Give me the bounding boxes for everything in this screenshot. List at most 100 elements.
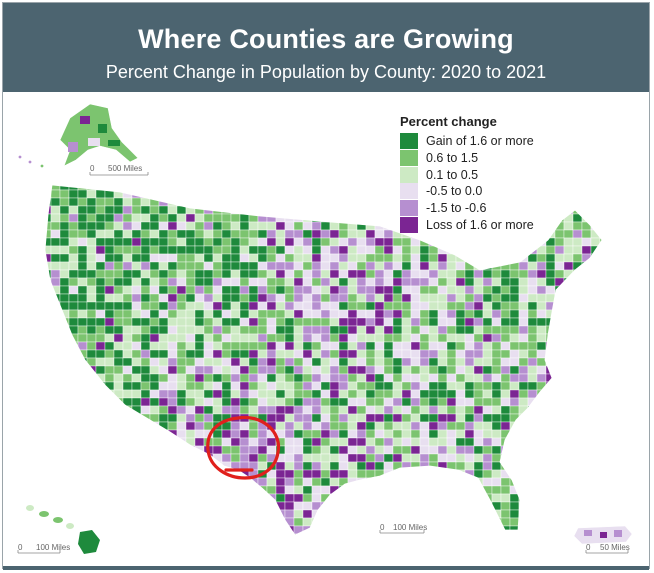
county-cell (428, 429, 439, 439)
county-cell (185, 453, 196, 463)
county-cell (113, 301, 124, 311)
county-cell (509, 397, 520, 407)
county-cell (329, 501, 340, 511)
county-cell (473, 245, 484, 255)
county-cell (581, 501, 592, 511)
county-cell (518, 501, 529, 511)
county-cell (122, 477, 133, 487)
county-cell (437, 453, 448, 463)
county-cell (464, 477, 475, 487)
county-cell (419, 493, 430, 503)
county-cell (618, 422, 627, 430)
county-cell (320, 437, 331, 447)
county-cell (293, 461, 304, 471)
county-cell (320, 453, 331, 463)
county-cell (347, 389, 358, 399)
county-cell (455, 413, 466, 423)
county-cell (410, 453, 421, 463)
county-cell (464, 501, 475, 511)
county-cell (122, 413, 133, 423)
county-cell (581, 445, 592, 455)
county-cell (401, 453, 412, 463)
county-cell (113, 365, 124, 375)
county-cell (185, 197, 196, 207)
county-cell (311, 205, 322, 215)
county-cell (356, 205, 367, 215)
county-cell (590, 197, 601, 207)
county-cell (68, 269, 79, 279)
alaska-inset (18, 103, 139, 168)
county-cell (266, 213, 277, 223)
county-cell (302, 357, 313, 367)
county-cell (203, 185, 214, 191)
county-cell (536, 253, 547, 263)
county-cell (95, 245, 106, 255)
county-cell (473, 485, 484, 495)
county-cell (590, 309, 601, 319)
county-cell (473, 285, 484, 295)
county-cell (194, 437, 205, 447)
county-cell (257, 397, 268, 407)
county-cell (356, 413, 367, 423)
county-cell (563, 493, 574, 503)
county-cell (239, 277, 250, 287)
county-cell (609, 230, 618, 238)
county-cell (473, 293, 484, 303)
county-cell (266, 309, 277, 319)
county-cell (536, 413, 547, 423)
county-cell (221, 189, 232, 199)
county-cell (167, 445, 178, 455)
county-cell (446, 349, 457, 359)
county-cell (212, 221, 223, 231)
county-cell (500, 309, 511, 319)
county-cell (311, 357, 322, 367)
county-cell (95, 269, 106, 279)
county-cell (158, 189, 169, 199)
county-cell (221, 437, 232, 447)
county-cell (59, 269, 70, 279)
county-cell (122, 309, 133, 319)
county-cell (50, 389, 61, 399)
county-cell (356, 197, 367, 207)
county-cell (320, 237, 331, 247)
county-cell (618, 318, 627, 326)
county-cell (545, 429, 556, 439)
county-cell (176, 485, 187, 495)
county-cell (599, 213, 602, 223)
county-cell (50, 421, 61, 431)
county-cell (374, 381, 385, 391)
county-cell (329, 357, 340, 367)
county-cell (68, 245, 79, 255)
legend-swatch (400, 200, 418, 217)
county-cell (446, 517, 457, 527)
county-cell (45, 293, 52, 303)
county-cell (293, 285, 304, 295)
county-cell (284, 509, 295, 519)
county-cell (320, 253, 331, 263)
county-cell (338, 373, 349, 383)
county-cell (329, 245, 340, 255)
county-cell (230, 525, 241, 535)
county-cell (131, 245, 142, 255)
county-cell (455, 381, 466, 391)
county-cell (248, 421, 259, 431)
county-cell (59, 405, 70, 415)
county-cell (347, 229, 358, 239)
county-cell (68, 317, 79, 327)
county-cell (257, 293, 268, 303)
county-cell (59, 397, 70, 407)
county-cell (239, 213, 250, 223)
county-cell (212, 341, 223, 351)
county-cell (302, 317, 313, 327)
county-cell (293, 213, 304, 223)
county-cell (50, 461, 61, 471)
county-cell (311, 469, 322, 479)
county-cell (194, 285, 205, 295)
county-cell (554, 381, 565, 391)
county-cell (266, 397, 277, 407)
county-cell (239, 293, 250, 303)
county-cell (230, 437, 241, 447)
county-cell (419, 429, 430, 439)
county-cell (446, 293, 457, 303)
county-cell (149, 205, 160, 215)
